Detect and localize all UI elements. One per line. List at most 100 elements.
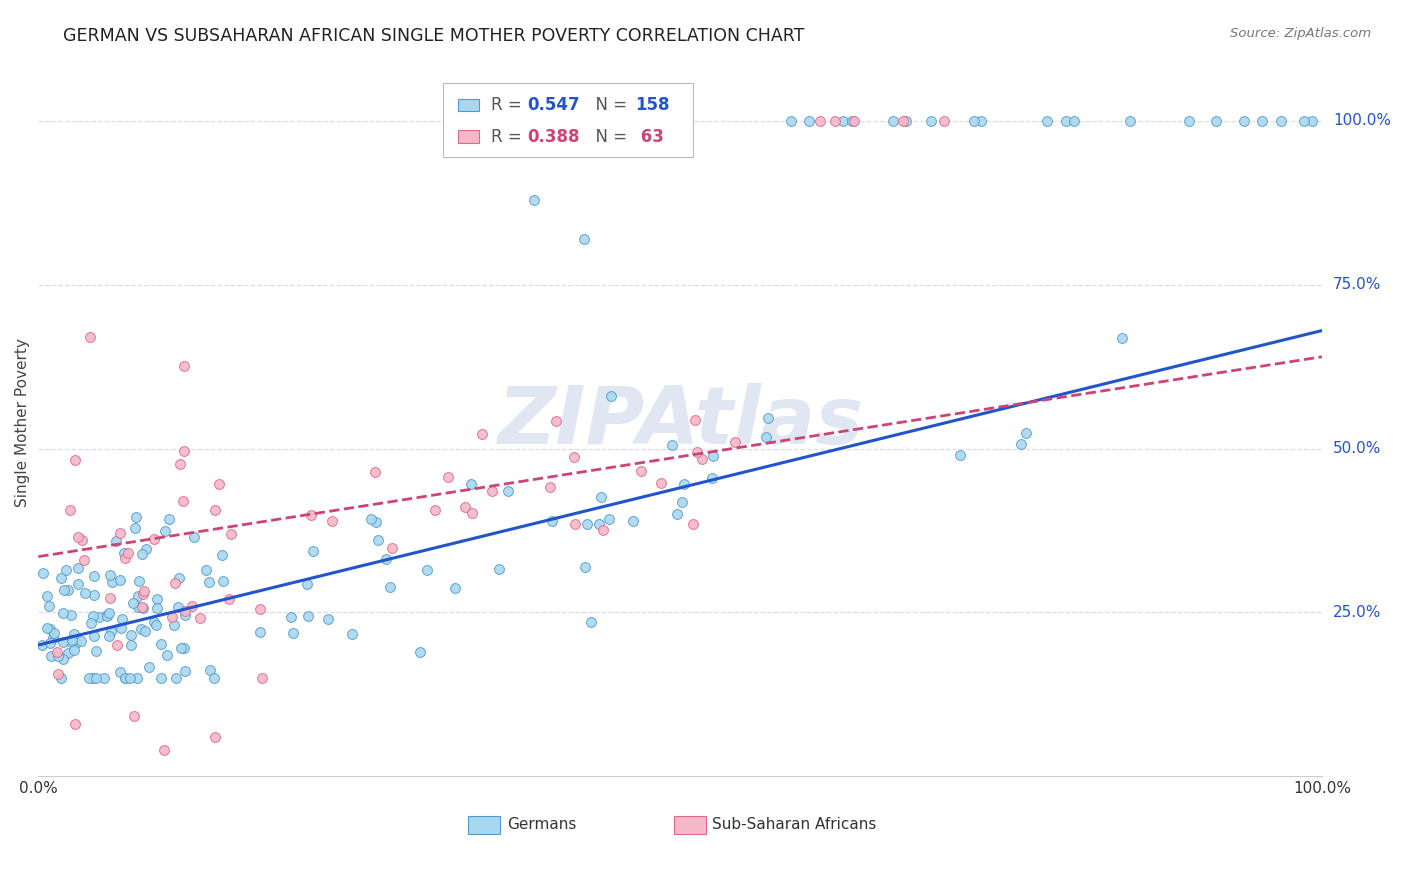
- Point: [111, 612, 134, 626]
- Point: [425, 503, 447, 517]
- Point: [297, 576, 319, 591]
- Point: [127, 599, 149, 614]
- Point: [1063, 114, 1085, 128]
- Point: [1177, 114, 1199, 128]
- Point: [129, 622, 152, 636]
- Point: [132, 601, 155, 615]
- Point: [321, 514, 343, 528]
- Point: [194, 563, 217, 577]
- Point: [481, 483, 503, 498]
- Point: [166, 600, 188, 615]
- Point: [117, 546, 139, 560]
- Point: [894, 114, 917, 128]
- Point: [1270, 114, 1292, 128]
- Point: [39, 649, 62, 664]
- Point: [797, 114, 820, 128]
- Text: 0.388: 0.388: [527, 128, 579, 145]
- Point: [589, 490, 612, 504]
- Point: [581, 615, 603, 630]
- Point: [145, 617, 167, 632]
- Point: [416, 563, 439, 577]
- Point: [666, 507, 689, 521]
- Point: [134, 624, 156, 639]
- Point: [588, 516, 610, 531]
- Point: [367, 533, 389, 547]
- Text: 25.0%: 25.0%: [1333, 605, 1381, 620]
- Point: [249, 601, 271, 615]
- Point: [79, 330, 101, 344]
- Text: Germans: Germans: [506, 817, 576, 832]
- Point: [297, 609, 319, 624]
- Point: [444, 581, 467, 595]
- Point: [1233, 114, 1256, 128]
- Point: [682, 516, 704, 531]
- Point: [564, 516, 586, 531]
- Point: [437, 470, 460, 484]
- Point: [122, 709, 145, 723]
- Point: [756, 410, 779, 425]
- Point: [46, 667, 69, 681]
- Point: [204, 730, 226, 744]
- Point: [174, 608, 197, 623]
- Point: [120, 671, 142, 685]
- Point: [38, 635, 60, 649]
- Point: [110, 574, 132, 588]
- Point: [98, 591, 121, 605]
- Point: [58, 583, 80, 598]
- Point: [153, 743, 176, 757]
- Point: [124, 520, 146, 534]
- Point: [302, 544, 325, 558]
- Text: Sub-Saharan Africans: Sub-Saharan Africans: [713, 817, 876, 832]
- Point: [562, 450, 585, 464]
- Bar: [673, 816, 706, 834]
- Point: [131, 600, 153, 615]
- Point: [882, 114, 904, 128]
- Point: [143, 532, 166, 546]
- Point: [211, 548, 233, 562]
- Point: [1036, 114, 1059, 128]
- Point: [124, 509, 146, 524]
- Point: [702, 471, 724, 485]
- Point: [165, 576, 187, 591]
- Point: [1294, 114, 1316, 128]
- Point: [471, 427, 494, 442]
- Point: [63, 627, 86, 641]
- Point: [299, 508, 322, 522]
- Point: [77, 671, 100, 685]
- Point: [67, 577, 90, 591]
- Point: [949, 448, 972, 462]
- Point: [1251, 114, 1274, 128]
- Point: [72, 533, 94, 547]
- Point: [134, 584, 156, 599]
- Point: [172, 494, 194, 508]
- Point: [108, 526, 131, 541]
- Text: 0.547: 0.547: [527, 95, 581, 114]
- Point: [98, 567, 121, 582]
- Point: [316, 612, 339, 626]
- Point: [380, 580, 402, 594]
- Point: [35, 589, 58, 603]
- Point: [96, 609, 118, 624]
- Point: [360, 511, 382, 525]
- Point: [808, 114, 831, 128]
- Point: [49, 671, 72, 685]
- Point: [381, 541, 404, 555]
- Point: [650, 475, 672, 490]
- Point: [1015, 425, 1038, 440]
- Point: [197, 575, 219, 590]
- Point: [142, 615, 165, 630]
- Point: [110, 665, 132, 679]
- Point: [523, 193, 546, 207]
- Point: [163, 617, 186, 632]
- Point: [630, 464, 652, 478]
- Point: [538, 480, 561, 494]
- Point: [174, 664, 197, 678]
- Text: N =: N =: [585, 128, 633, 145]
- Point: [120, 628, 142, 642]
- Point: [574, 232, 596, 246]
- Point: [198, 663, 221, 677]
- Point: [83, 569, 105, 583]
- Point: [970, 114, 993, 128]
- Point: [460, 477, 482, 491]
- Point: [35, 621, 58, 635]
